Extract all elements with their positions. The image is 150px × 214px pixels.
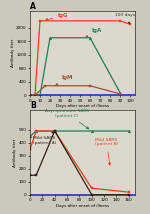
- X-axis label: Days after onset of illness: Days after onset of illness: [56, 104, 109, 108]
- Text: 100 days: 100 days: [115, 13, 135, 24]
- Y-axis label: Antibody titer: Antibody titer: [13, 138, 17, 167]
- Text: IgA: IgA: [86, 28, 102, 37]
- Text: B: B: [30, 101, 36, 110]
- Text: A: A: [30, 2, 36, 11]
- Text: IgG: IgG: [45, 13, 69, 21]
- X-axis label: Days after onset of illness: Days after onset of illness: [56, 204, 109, 208]
- Text: Asymptomatic SARS
(patient C): Asymptomatic SARS (patient C): [45, 109, 89, 129]
- Text: Mild SARS
(patient B): Mild SARS (patient B): [95, 138, 118, 165]
- Text: IgM: IgM: [56, 75, 74, 85]
- Text: Mild SARS
(patient A): Mild SARS (patient A): [33, 131, 56, 145]
- Y-axis label: Antibody titer: Antibody titer: [11, 39, 15, 67]
